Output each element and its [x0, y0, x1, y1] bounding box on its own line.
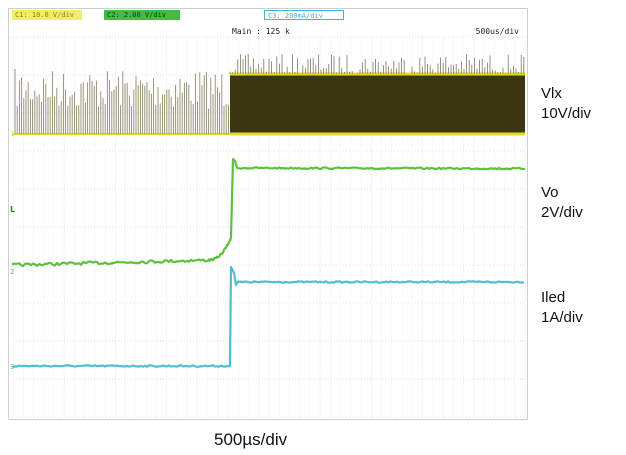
channel-3-badge[interactable]: C3: 200mA/div [264, 10, 344, 20]
vo-trace [11, 157, 526, 268]
vlx-channel-scale: 10V/div [541, 105, 592, 122]
channel-2-badge[interactable]: C2: 2.00 V/div [104, 10, 180, 20]
vlx-channel-name: Vlx [541, 85, 562, 102]
vlx-label: Vlx 10V/div [541, 84, 591, 124]
channel-status-bar: C1: 10.0 V/div C2: 2.00 V/div C3: 200mA/… [9, 9, 527, 21]
vlx-ringing-spikes [229, 54, 525, 74]
vlx-dense-switching-region [230, 74, 525, 134]
vlx-trace [13, 54, 525, 136]
vlx-ground-marker: 1 [10, 130, 14, 138]
trigger-level-marker: L [10, 205, 15, 214]
oscilloscope-screen: C1: 10.0 V/div C2: 2.00 V/div C3: 200mA/… [8, 8, 528, 420]
vo-channel-name: Vo [541, 184, 559, 201]
waveform-plot: 1 L 2 3 [10, 36, 526, 418]
vo-channel-scale: 2V/div [541, 204, 583, 221]
channel-1-badge[interactable]: C1: 10.0 V/div [12, 10, 82, 20]
timebase-readout: 500us/div [475, 27, 519, 36]
vlx-pulses-before-step [14, 69, 229, 134]
iled-trace [11, 265, 525, 368]
iled-label: Iled 1A/div [541, 288, 583, 328]
vo-waveform [11, 157, 526, 268]
iled-ground-marker: 3 [10, 363, 14, 371]
sample-rate-label: Main : 125 k [232, 27, 290, 36]
vo-label: Vo 2V/div [541, 183, 583, 223]
iled-channel-name: Iled [541, 289, 566, 306]
vo-ground-marker: 2 [10, 268, 14, 276]
channel-markers: 1 L 2 3 [10, 130, 15, 371]
time-axis-caption: 500µs/div [214, 430, 288, 449]
iled-waveform [11, 265, 525, 368]
iled-channel-scale: 1A/div [541, 309, 583, 326]
